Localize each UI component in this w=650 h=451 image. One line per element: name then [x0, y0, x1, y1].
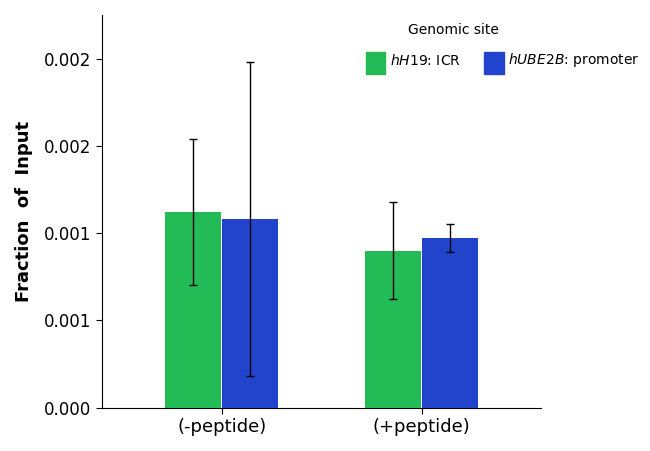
Bar — [365, 251, 421, 408]
Text: $\it{hUBE2B}$: promoter: $\it{hUBE2B}$: promoter — [508, 51, 640, 69]
FancyBboxPatch shape — [365, 52, 385, 74]
Text: $\it{hH19}$: ICR: $\it{hH19}$: ICR — [390, 53, 461, 68]
Bar — [222, 219, 278, 408]
Bar — [165, 212, 221, 408]
Text: Genomic site: Genomic site — [408, 23, 499, 37]
Y-axis label: Fraction  of  Input: Fraction of Input — [15, 121, 33, 302]
FancyBboxPatch shape — [484, 52, 504, 74]
Bar — [422, 238, 478, 408]
